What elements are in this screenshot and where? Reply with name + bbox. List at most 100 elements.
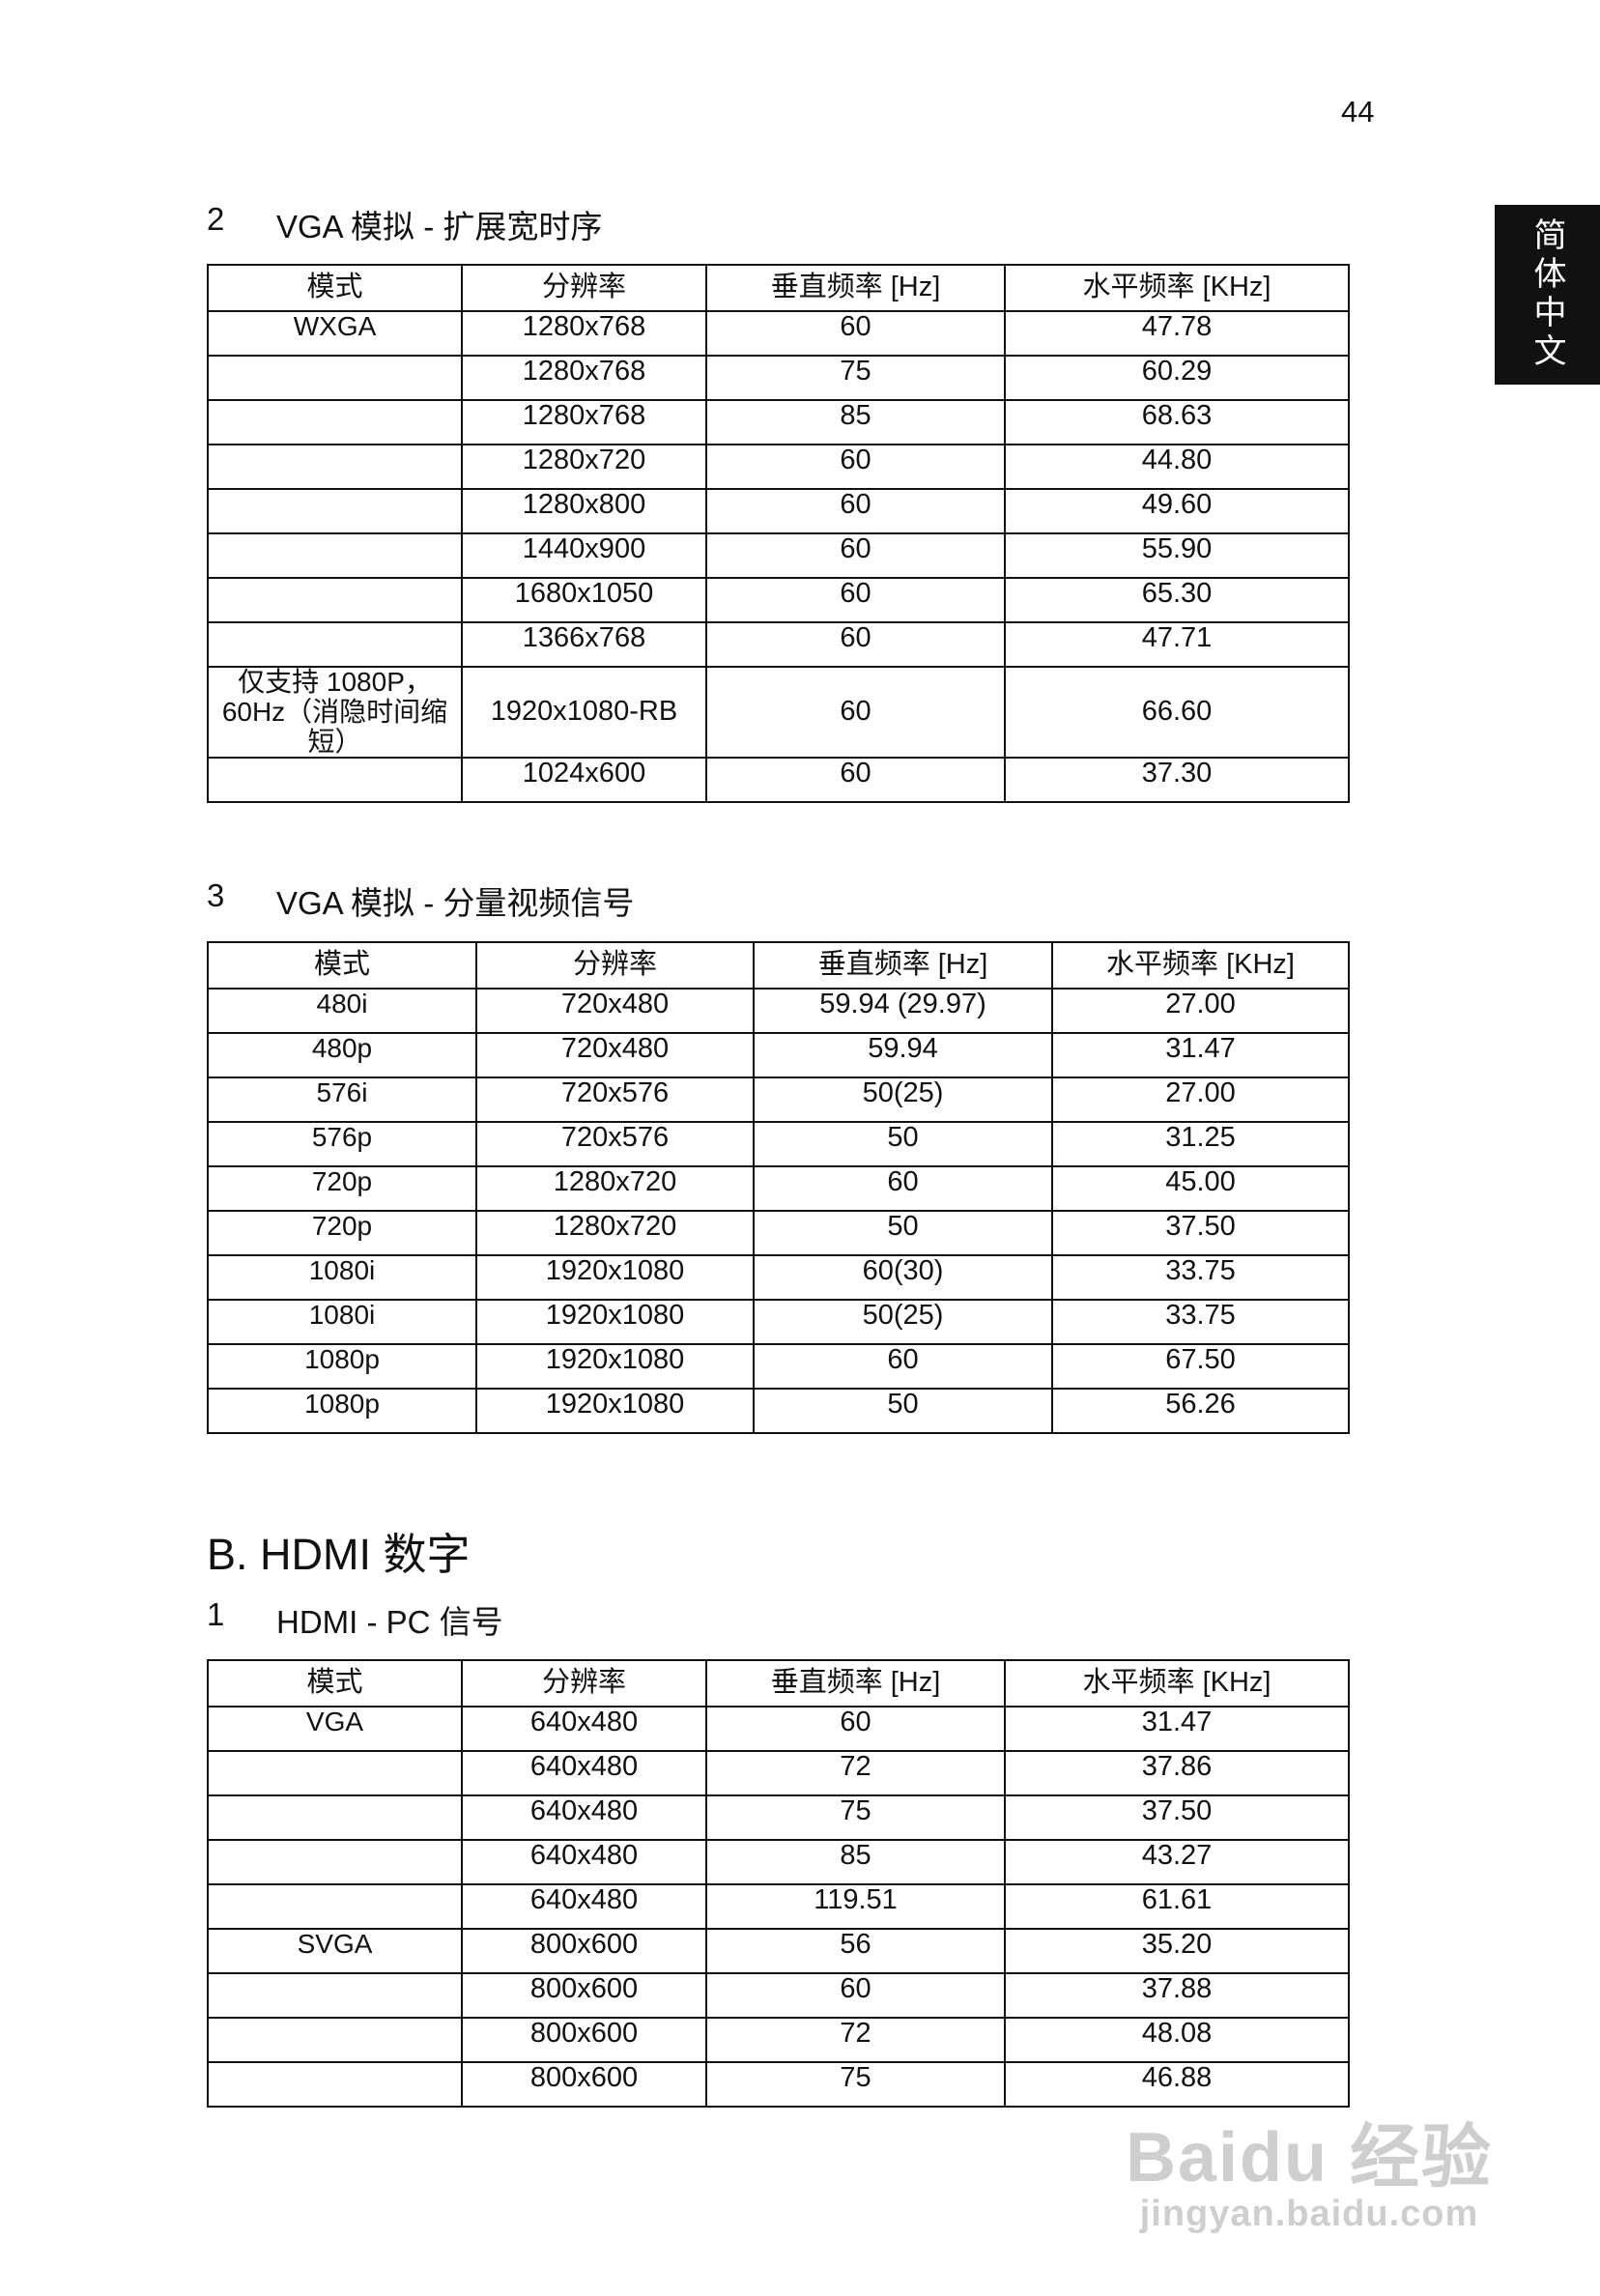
mode-cell: 480i xyxy=(207,988,477,1034)
column-header: 分辨率 xyxy=(461,1659,707,1708)
horizontal-frequency-cell: 37.50 xyxy=(1004,1794,1350,1841)
resolution-cell: 640x480 xyxy=(461,1706,707,1752)
resolution-cell: 640x480 xyxy=(461,1750,707,1796)
table-row: 1280x800 60 49.60 xyxy=(207,488,1350,534)
mode-cell: 480p xyxy=(207,1032,477,1078)
side-tab-label: 简体中文 xyxy=(1529,217,1565,372)
mode-cell xyxy=(207,1883,463,1930)
mode-cell xyxy=(207,577,463,623)
resolution-cell: 1280x720 xyxy=(475,1210,755,1256)
mode-cell xyxy=(207,488,463,534)
horizontal-frequency-cell: 68.63 xyxy=(1004,399,1350,445)
horizontal-frequency-cell: 56.26 xyxy=(1051,1388,1350,1434)
resolution-cell: 640x480 xyxy=(461,1883,707,1930)
table-row: 1080p 1920x1080 50 56.26 xyxy=(207,1388,1350,1434)
vertical-frequency-cell: 59.94 xyxy=(753,1032,1053,1078)
mode-cell xyxy=(207,532,463,579)
table-row: 1080i 1920x1080 50(25) 33.75 xyxy=(207,1299,1350,1345)
horizontal-frequency-cell: 48.08 xyxy=(1004,2017,1350,2063)
vertical-frequency-cell: 72 xyxy=(705,2017,1006,2063)
table-row: 800x600 75 46.88 xyxy=(207,2061,1350,2108)
horizontal-frequency-cell: 66.60 xyxy=(1004,665,1350,760)
horizontal-frequency-cell: 46.88 xyxy=(1004,2061,1350,2108)
resolution-cell: 1920x1080 xyxy=(475,1343,755,1390)
vertical-frequency-cell: 75 xyxy=(705,1794,1006,1841)
table-row: 1366x768 60 47.71 xyxy=(207,621,1350,668)
section-number: 3 xyxy=(207,877,225,913)
vertical-frequency-cell: 60 xyxy=(705,621,1006,668)
resolution-cell: 1280x720 xyxy=(475,1165,755,1212)
resolution-cell: 1280x768 xyxy=(461,355,707,401)
column-header: 水平频率 [KHz] xyxy=(1004,1659,1350,1708)
resolution-cell: 720x576 xyxy=(475,1076,755,1123)
horizontal-frequency-cell: 49.60 xyxy=(1004,488,1350,534)
mode-cell xyxy=(207,1972,463,2019)
resolution-cell: 800x600 xyxy=(461,1928,707,1974)
resolution-cell: 1366x768 xyxy=(461,621,707,668)
table-row: 1680x1050 60 65.30 xyxy=(207,577,1350,623)
horizontal-frequency-cell: 43.27 xyxy=(1004,1839,1350,1885)
vertical-frequency-cell: 60 xyxy=(705,757,1006,804)
horizontal-frequency-cell: 31.47 xyxy=(1004,1706,1350,1752)
table-header-row: 模式 分辨率 垂直频率 [Hz] 水平频率 [KHz] xyxy=(207,1659,1350,1708)
horizontal-frequency-cell: 47.78 xyxy=(1004,310,1350,357)
vertical-frequency-cell: 60 xyxy=(705,1706,1006,1752)
mode-cell: WXGA xyxy=(207,310,463,357)
vertical-frequency-cell: 85 xyxy=(705,1839,1006,1885)
vertical-frequency-cell: 60 xyxy=(753,1165,1053,1212)
column-header: 水平频率 [KHz] xyxy=(1051,941,1350,990)
mode-cell: 1080p xyxy=(207,1343,477,1390)
mode-cell: 1080i xyxy=(207,1254,477,1301)
vertical-frequency-cell: 60 xyxy=(705,665,1006,760)
watermark-logo: Baidu 经验 xyxy=(1126,2119,1494,2196)
horizontal-frequency-cell: 33.75 xyxy=(1051,1254,1350,1301)
hdmi-pc-signal-table: 模式 分辨率 垂直频率 [Hz] 水平频率 [KHz] VGA 640x480 60 31.4… xyxy=(207,1659,1350,2108)
column-header: 模式 xyxy=(207,1659,463,1708)
resolution-cell: 1280x768 xyxy=(461,399,707,445)
column-header: 模式 xyxy=(207,941,477,990)
horizontal-frequency-cell: 60.29 xyxy=(1004,355,1350,401)
column-header: 分辨率 xyxy=(475,941,755,990)
vertical-frequency-cell: 60 xyxy=(705,1972,1006,2019)
resolution-cell: 1920x1080 xyxy=(475,1299,755,1345)
horizontal-frequency-cell: 35.20 xyxy=(1004,1928,1350,1974)
table-row: 640x480 72 37.86 xyxy=(207,1750,1350,1796)
horizontal-frequency-cell: 37.30 xyxy=(1004,757,1350,804)
vertical-frequency-cell: 50(25) xyxy=(753,1076,1053,1123)
resolution-cell: 1920x1080 xyxy=(475,1388,755,1434)
horizontal-frequency-cell: 67.50 xyxy=(1051,1343,1350,1390)
resolution-cell: 720x480 xyxy=(475,1032,755,1078)
mode-cell xyxy=(207,757,463,804)
table-row: 576i 720x576 50(25) 27.00 xyxy=(207,1076,1350,1123)
table-row: 1280x720 60 44.80 xyxy=(207,444,1350,490)
table-row: 640x480 119.51 61.61 xyxy=(207,1883,1350,1930)
table-header-row: 模式 分辨率 垂直频率 [Hz] 水平频率 [KHz] xyxy=(207,264,1350,312)
mode-cell: 720p xyxy=(207,1165,477,1212)
mode-cell xyxy=(207,1750,463,1796)
mode-cell xyxy=(207,2017,463,2063)
table-row: 1024x600 60 37.30 xyxy=(207,757,1350,804)
table-row: 640x480 75 37.50 xyxy=(207,1794,1350,1841)
table-row: 1280x768 75 60.29 xyxy=(207,355,1350,401)
table-row: 1080p 1920x1080 60 67.50 xyxy=(207,1343,1350,1390)
vertical-frequency-cell: 60 xyxy=(705,488,1006,534)
table-row: 800x600 60 37.88 xyxy=(207,1972,1350,2019)
resolution-cell: 720x480 xyxy=(475,988,755,1034)
horizontal-frequency-cell: 65.30 xyxy=(1004,577,1350,623)
vertical-frequency-cell: 59.94 (29.97) xyxy=(753,988,1053,1034)
horizontal-frequency-cell: 45.00 xyxy=(1051,1165,1350,1212)
hdmi-pc-heading: 1 HDMI - PC 信号 xyxy=(207,1596,503,1643)
vertical-frequency-cell: 60 xyxy=(705,577,1006,623)
section-number: 2 xyxy=(207,201,225,237)
resolution-cell: 1920x1080-RB xyxy=(461,665,707,760)
horizontal-frequency-cell: 31.47 xyxy=(1051,1032,1350,1078)
column-header: 模式 xyxy=(207,264,463,312)
resolution-cell: 640x480 xyxy=(461,1794,707,1841)
horizontal-frequency-cell: 37.50 xyxy=(1051,1210,1350,1256)
table-row: 800x600 72 48.08 xyxy=(207,2017,1350,2063)
table-row: 1280x768 85 68.63 xyxy=(207,399,1350,445)
vertical-frequency-cell: 72 xyxy=(705,1750,1006,1796)
vertical-frequency-cell: 60 xyxy=(705,532,1006,579)
mode-cell xyxy=(207,1839,463,1885)
table-row: 576p 720x576 50 31.25 xyxy=(207,1121,1350,1167)
